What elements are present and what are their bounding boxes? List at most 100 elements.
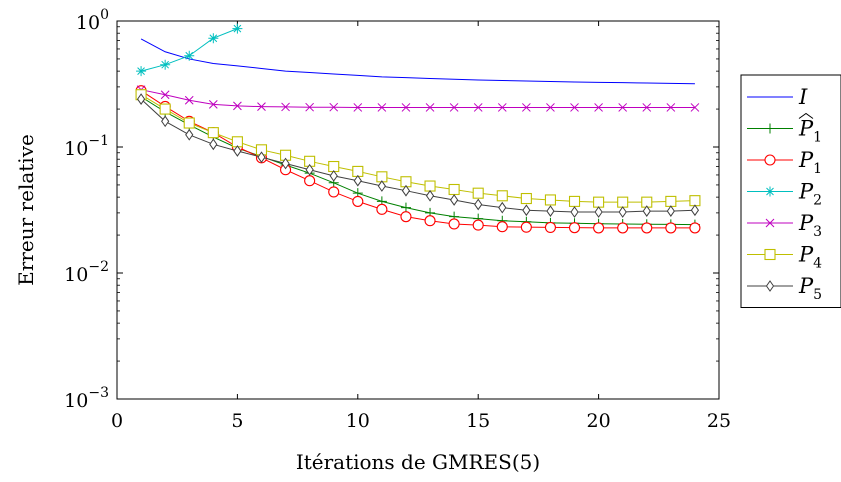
data-point-square [472,187,484,199]
data-point-x [546,103,555,112]
y-tick-label: 10−2 [64,259,109,286]
plot-frame [116,20,720,400]
data-point-square [568,195,581,207]
legend-entry: P1 [747,148,822,177]
series-4 [136,85,700,112]
data-point-square [183,117,195,129]
series-line [140,96,695,226]
x-tick-label: 20 [587,410,611,432]
y-tick-label: 100 [76,7,109,34]
y-axis: 10−3 10−2 10−1 100 [64,7,719,412]
legend-entry: P3 [747,211,822,240]
data-point-diamond [765,280,775,292]
data-point-diamond [305,163,314,176]
data-point-x [281,102,290,112]
data-point-circle [376,203,388,215]
series-layer [135,23,701,234]
series-line [140,90,695,229]
data-point-diamond [474,198,483,211]
legend-entry: P2 [747,180,822,209]
legend-entry: P1 [747,112,822,146]
data-point-x [618,103,628,112]
data-point-star [765,186,775,197]
data-point-x [642,103,652,112]
legend-entry: P4 [747,243,822,272]
data-point-diamond [642,205,651,217]
data-point-x [522,103,531,112]
legend-label: P5 [798,274,822,303]
data-point-square [689,195,701,207]
data-point-x [594,103,603,112]
data-point-x [473,103,483,112]
data-point-diamond [594,206,603,218]
legend-label: P4 [798,243,822,272]
data-point-diamond [353,174,362,187]
x-tick-label: 0 [111,410,123,432]
data-point-diamond [425,189,435,202]
series-0 [140,38,695,85]
data-point-x [353,103,363,112]
data-point-diamond [546,205,555,217]
data-point-diamond [377,180,386,192]
data-point-x [329,102,339,112]
data-point-circle [593,222,605,234]
data-point-x [401,103,411,112]
data-point-diamond [185,128,194,141]
x-axis-label: Itérations de GMRES(5) [296,450,540,474]
plot-area-border [116,20,720,400]
data-point-x [765,218,775,228]
data-point-square [159,103,171,115]
data-point-diamond [136,93,146,105]
data-point-square [764,248,776,261]
data-point-x [233,101,242,111]
data-point-x [666,103,676,112]
series-5 [135,89,701,208]
data-point-circle [400,211,412,223]
data-point-plus [400,202,411,213]
data-point-circle [304,175,316,187]
data-point-diamond [233,145,242,157]
data-point-star [160,59,171,70]
y-tick-label: 10−1 [64,133,109,160]
series-line [140,94,695,203]
data-point-square [544,194,556,206]
data-point-diamond [257,151,266,164]
data-point-x [690,103,700,112]
data-point-x [257,102,266,112]
data-point-square [496,190,508,202]
data-point-square [665,195,677,207]
data-point-diamond [690,204,700,217]
x-tick-label: 5 [231,410,243,432]
data-point-diamond [450,194,459,206]
data-point-square [448,183,460,196]
data-point-circle [665,222,677,234]
data-point-x [449,103,459,112]
data-point-square [207,127,219,139]
x-tick-label: 25 [707,410,731,432]
data-point-x [305,102,314,112]
data-point-diamond [522,204,531,217]
y-axis-label: Erreur relative [14,134,38,286]
data-point-diamond [666,205,675,217]
series-line [140,98,695,213]
data-point-circle [424,215,436,227]
data-point-circle [472,219,484,231]
data-point-square [593,196,605,208]
data-point-circle [496,221,508,233]
data-point-diamond [161,115,170,128]
data-point-circle [689,222,701,234]
data-point-circle [568,222,581,234]
legend-label: P1 [798,117,822,146]
data-point-plus [765,123,775,134]
data-point-circle [352,195,364,207]
data-point-diamond [329,170,338,182]
data-point-square [520,192,532,205]
series-1 [136,91,700,230]
data-point-x [377,103,387,112]
data-point-diamond [209,138,218,151]
x-axis: 0 5 10 15 20 25 [111,21,731,432]
data-point-diamond [570,206,579,218]
data-point-x [208,100,218,109]
data-point-x [160,90,170,100]
